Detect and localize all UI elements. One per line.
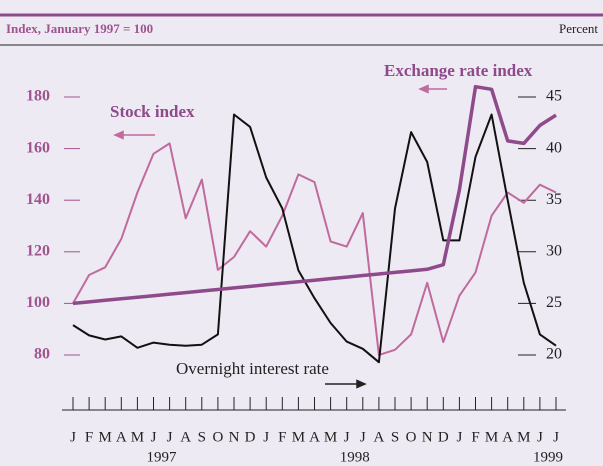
x-tick-label: F [278, 429, 286, 445]
x-tick-label: J [70, 429, 76, 445]
y2-tick-label: 45 [546, 88, 562, 105]
x-tick-label: A [116, 429, 127, 445]
series-label: Stock index [110, 102, 195, 121]
series-line [72, 142, 557, 356]
series-label: Exchange rate index [384, 61, 533, 80]
x-tick-label: A [502, 429, 513, 445]
x-tick-label: A [373, 429, 384, 445]
x-tick-label: J [151, 429, 157, 445]
y2-tick-label: 25 [546, 294, 562, 311]
x-tick-label: O [212, 429, 223, 445]
series-label: Overnight interest rate [176, 359, 329, 378]
x-tick-label: J [456, 429, 462, 445]
series-line [72, 84, 557, 306]
year-label: 1998 [340, 449, 370, 465]
x-tick-label: M [517, 429, 530, 445]
y2-tick-label: 40 [546, 139, 562, 156]
x-tick-label: M [131, 429, 144, 445]
x-tick-label: J [537, 429, 543, 445]
y-tick-label: 100 [26, 294, 50, 311]
year-label: 1997 [147, 449, 178, 465]
y-tick-label: 140 [26, 191, 50, 208]
x-tick-label: M [99, 429, 112, 445]
y-tick-label: 160 [26, 139, 50, 156]
x-tick-label: M [324, 429, 337, 445]
x-tick-label: A [180, 429, 191, 445]
x-tick-label: O [406, 429, 417, 445]
x-tick-label: J [553, 429, 559, 445]
x-tick-label: J [344, 429, 350, 445]
y-tick-label: 180 [26, 88, 50, 105]
y-axis-label: Index, January 1997 = 100 [6, 21, 153, 36]
x-tick-label: D [438, 429, 449, 445]
arrow [418, 84, 447, 94]
y2-tick-label: 30 [546, 242, 562, 259]
x-tick-label: S [391, 429, 399, 445]
y-tick-label: 80 [34, 346, 50, 363]
x-tick-label: F [471, 429, 479, 445]
x-tick-label: J [360, 429, 366, 445]
y2-axis-label: Percent [559, 21, 598, 36]
x-tick-label: S [198, 429, 206, 445]
x-tick-label: D [245, 429, 256, 445]
arrow [113, 130, 155, 140]
y-tick-label: 120 [26, 242, 50, 259]
year-label: 1999 [533, 449, 563, 465]
x-tick-label: A [309, 429, 320, 445]
x-tick-label: N [422, 429, 433, 445]
y2-tick-label: 35 [546, 191, 562, 208]
series-line [72, 113, 557, 364]
arrow [325, 379, 367, 389]
x-tick-label: N [229, 429, 240, 445]
x-tick-label: M [485, 429, 498, 445]
x-tick-label: M [292, 429, 305, 445]
y2-tick-label: 20 [546, 346, 562, 363]
x-tick-label: F [85, 429, 93, 445]
x-tick-label: J [263, 429, 269, 445]
x-tick-label: J [167, 429, 173, 445]
